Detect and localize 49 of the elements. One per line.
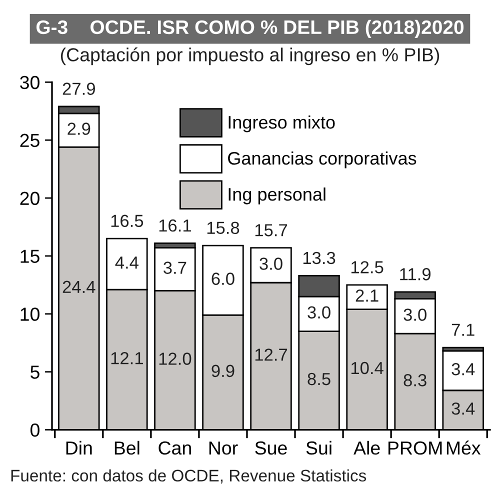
y-tick-label: 30 bbox=[20, 76, 40, 90]
total-label: 27.9 bbox=[62, 82, 95, 95]
y-tick-label: 0 bbox=[30, 423, 40, 437]
data-label: 10.4 bbox=[351, 362, 384, 374]
x-tick-label: Sui bbox=[306, 440, 332, 455]
data-label: 8.3 bbox=[404, 374, 426, 386]
x-tick-label: PROM bbox=[388, 441, 442, 455]
data-label: 12.1 bbox=[111, 352, 143, 364]
x-tick-label: Din bbox=[66, 440, 92, 454]
x-tick-label: Méx bbox=[446, 440, 481, 455]
x-tick-label: Can bbox=[158, 441, 191, 455]
data-label: 2.9 bbox=[68, 122, 90, 135]
chart-title: G-3 OCDE. ISR COMO % DEL PIB (2018)2020 bbox=[36, 20, 464, 38]
y-tick-label: 10 bbox=[20, 308, 40, 321]
data-label: 3.4 bbox=[452, 402, 475, 415]
x-tick-label: Ale bbox=[354, 440, 380, 455]
total-label: 13.3 bbox=[303, 252, 336, 264]
total-label: 7.1 bbox=[452, 324, 474, 336]
y-tick-label: 20 bbox=[20, 192, 40, 206]
x-tick-label: Nor bbox=[209, 442, 238, 455]
data-label: 6.0 bbox=[212, 272, 234, 285]
data-label: 3.0 bbox=[260, 258, 282, 270]
chart-subtitle: (Captación por impuesto al ingreso en % PIB) bbox=[60, 47, 440, 66]
legend-label: Ingreso mixto bbox=[228, 115, 335, 132]
x-tick-label: Sue bbox=[255, 441, 287, 455]
data-label: 3.7 bbox=[164, 262, 186, 274]
total-label: 12.5 bbox=[351, 261, 384, 274]
total-label: 16.1 bbox=[159, 219, 191, 232]
data-label: 2.1 bbox=[356, 289, 378, 302]
data-label: 3.4 bbox=[452, 363, 475, 376]
data-label: 12.0 bbox=[159, 352, 192, 365]
x-tick-label: Bel bbox=[114, 440, 140, 455]
data-label: 9.9 bbox=[212, 364, 234, 378]
y-tick-label: 5 bbox=[30, 366, 40, 379]
data-label: 8.5 bbox=[308, 372, 330, 386]
total-label: 15.8 bbox=[207, 222, 240, 234]
total-label: 11.9 bbox=[400, 268, 431, 280]
y-tick-label: 25 bbox=[20, 134, 40, 148]
data-label: 12.7 bbox=[255, 348, 288, 361]
total-label: 15.7 bbox=[255, 224, 288, 236]
data-label: 4.4 bbox=[115, 256, 138, 269]
data-label: 3.0 bbox=[308, 306, 330, 319]
data-label: 24.4 bbox=[62, 280, 96, 293]
data-label: 3.0 bbox=[404, 308, 426, 321]
legend-label: Ganancias corporativas bbox=[228, 151, 416, 168]
y-tick-label: 15 bbox=[20, 250, 40, 263]
legend-label: Ing personal bbox=[228, 187, 326, 204]
total-label: 16.5 bbox=[111, 214, 144, 228]
source-note: Fuente: con datos de OCDE, Revenue Statistics bbox=[11, 469, 366, 484]
